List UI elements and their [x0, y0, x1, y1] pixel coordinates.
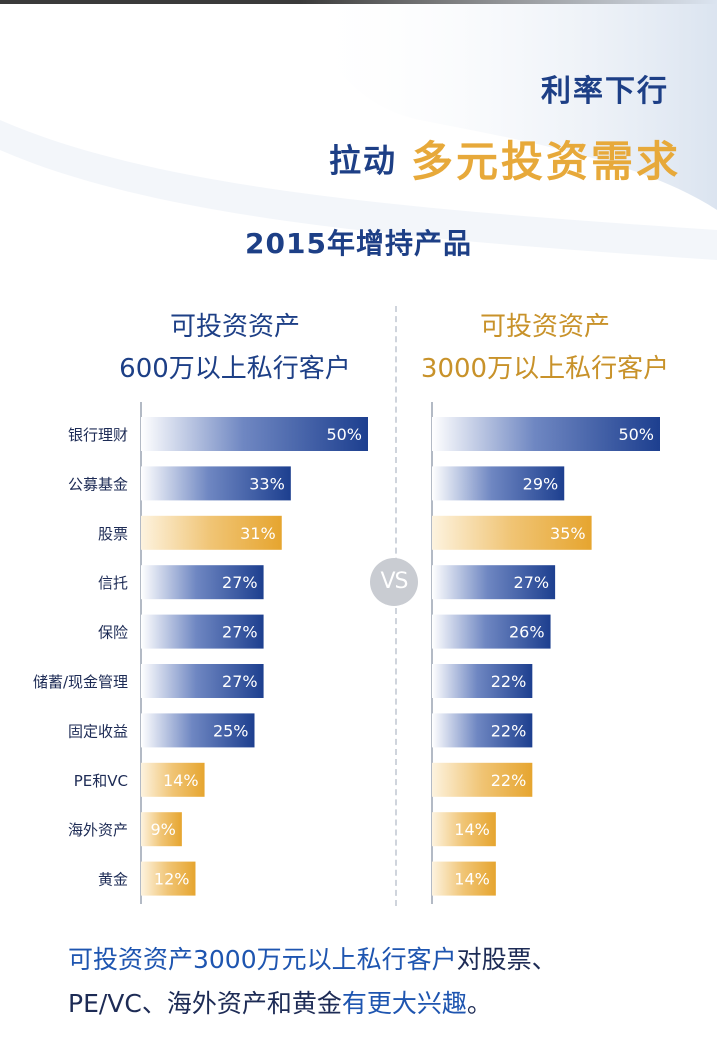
data-label-series-1: 27%: [222, 573, 258, 592]
left-column-header: 可投资资产 600万以上私行客户: [85, 306, 385, 390]
data-label-series-2: 22%: [491, 721, 527, 740]
bar-series-2: [432, 515, 592, 550]
category-label: PE和VC: [74, 772, 128, 790]
title-main: 多元投资需求: [410, 137, 681, 186]
bar-series-2: [432, 417, 660, 451]
bar-series-1: [141, 812, 182, 847]
bar-series-1: [141, 417, 368, 451]
data-label-series-2: 29%: [523, 474, 559, 493]
footer-note: 可投资资产3000万元以上私行客户对股票、 PE/VC、海外资产和黄金有更大兴趣。: [68, 938, 688, 1026]
data-label-series-1: 50%: [326, 425, 362, 444]
data-label-series-2: 22%: [491, 672, 527, 691]
bar-series-2: [432, 664, 533, 698]
data-label-series-1: 33%: [249, 474, 285, 493]
category-label: 储蓄/现金管理: [33, 673, 128, 691]
data-label-series-2: 50%: [618, 425, 654, 444]
category-label: 银行理财: [68, 426, 128, 444]
bar-series-2: [432, 713, 533, 748]
left-header-line-1: 可投资资产: [169, 312, 300, 342]
category-label: 保险: [98, 624, 128, 642]
bar-series-1: [141, 861, 196, 896]
title-line-1: 利率下行: [541, 74, 669, 109]
bar-series-1: [141, 466, 291, 501]
category-label: 黄金: [98, 871, 128, 889]
right-header-line-1: 可投资资产: [479, 312, 610, 342]
bar-series-1: [141, 614, 264, 649]
bar-series-1: [141, 515, 282, 550]
column-divider: [395, 306, 397, 906]
bar-series-2: [432, 762, 533, 797]
data-label-series-2: 14%: [454, 820, 490, 839]
data-label-series-2: 27%: [514, 573, 550, 592]
bar-series-1: [141, 565, 264, 600]
bar-series-2: [432, 565, 556, 600]
data-label-series-1: 12%: [154, 870, 190, 889]
bar-series-1: [141, 762, 205, 797]
category-label: 海外资产: [68, 821, 128, 839]
category-label: 固定收益: [68, 722, 128, 740]
left-header-line-2: 600万以上私行客户: [119, 354, 351, 384]
category-label: 股票: [98, 525, 128, 543]
data-label-series-1: 31%: [240, 524, 276, 543]
data-label-series-2: 35%: [550, 524, 586, 543]
title-prefix: 拉动: [328, 141, 397, 180]
category-label: 信托: [98, 574, 128, 592]
bar-series-2: [432, 614, 551, 649]
bar-series-1: [141, 713, 255, 748]
data-label-series-1: 25%: [213, 721, 249, 740]
title-line-2: 拉动 多元投资需求: [329, 128, 681, 189]
bar-series-2: [432, 466, 565, 501]
right-column-header: 可投资资产 3000万以上私行客户: [395, 306, 695, 390]
data-label-series-1: 27%: [222, 672, 258, 691]
data-label-series-1: 14%: [163, 771, 199, 790]
footer-highlight-1: 可投资资产3000万元以上私行客户: [68, 945, 457, 974]
vs-badge: VS: [370, 558, 418, 606]
data-label-series-2: 26%: [509, 623, 545, 642]
background-swoosh: [0, 0, 717, 260]
category-label: 公募基金: [68, 475, 128, 493]
footer-text-1: 对股票、: [456, 945, 557, 974]
data-label-series-2: 14%: [454, 870, 490, 889]
data-label-series-1: 9%: [150, 820, 175, 839]
footer-text-3: 。: [466, 989, 492, 1018]
bar-series-2: [432, 861, 496, 896]
bar-series-2: [432, 812, 496, 847]
footer-highlight-2: 有更大兴趣: [341, 989, 467, 1018]
bar-series-1: [141, 664, 264, 698]
footer-text-2: PE/VC、海外资产和黄金: [68, 989, 342, 1018]
data-label-series-1: 27%: [222, 623, 258, 642]
chart-subtitle: 2015年增持产品: [245, 227, 472, 260]
data-label-series-2: 22%: [491, 771, 527, 790]
right-header-line-2: 3000万以上私行客户: [420, 354, 670, 384]
